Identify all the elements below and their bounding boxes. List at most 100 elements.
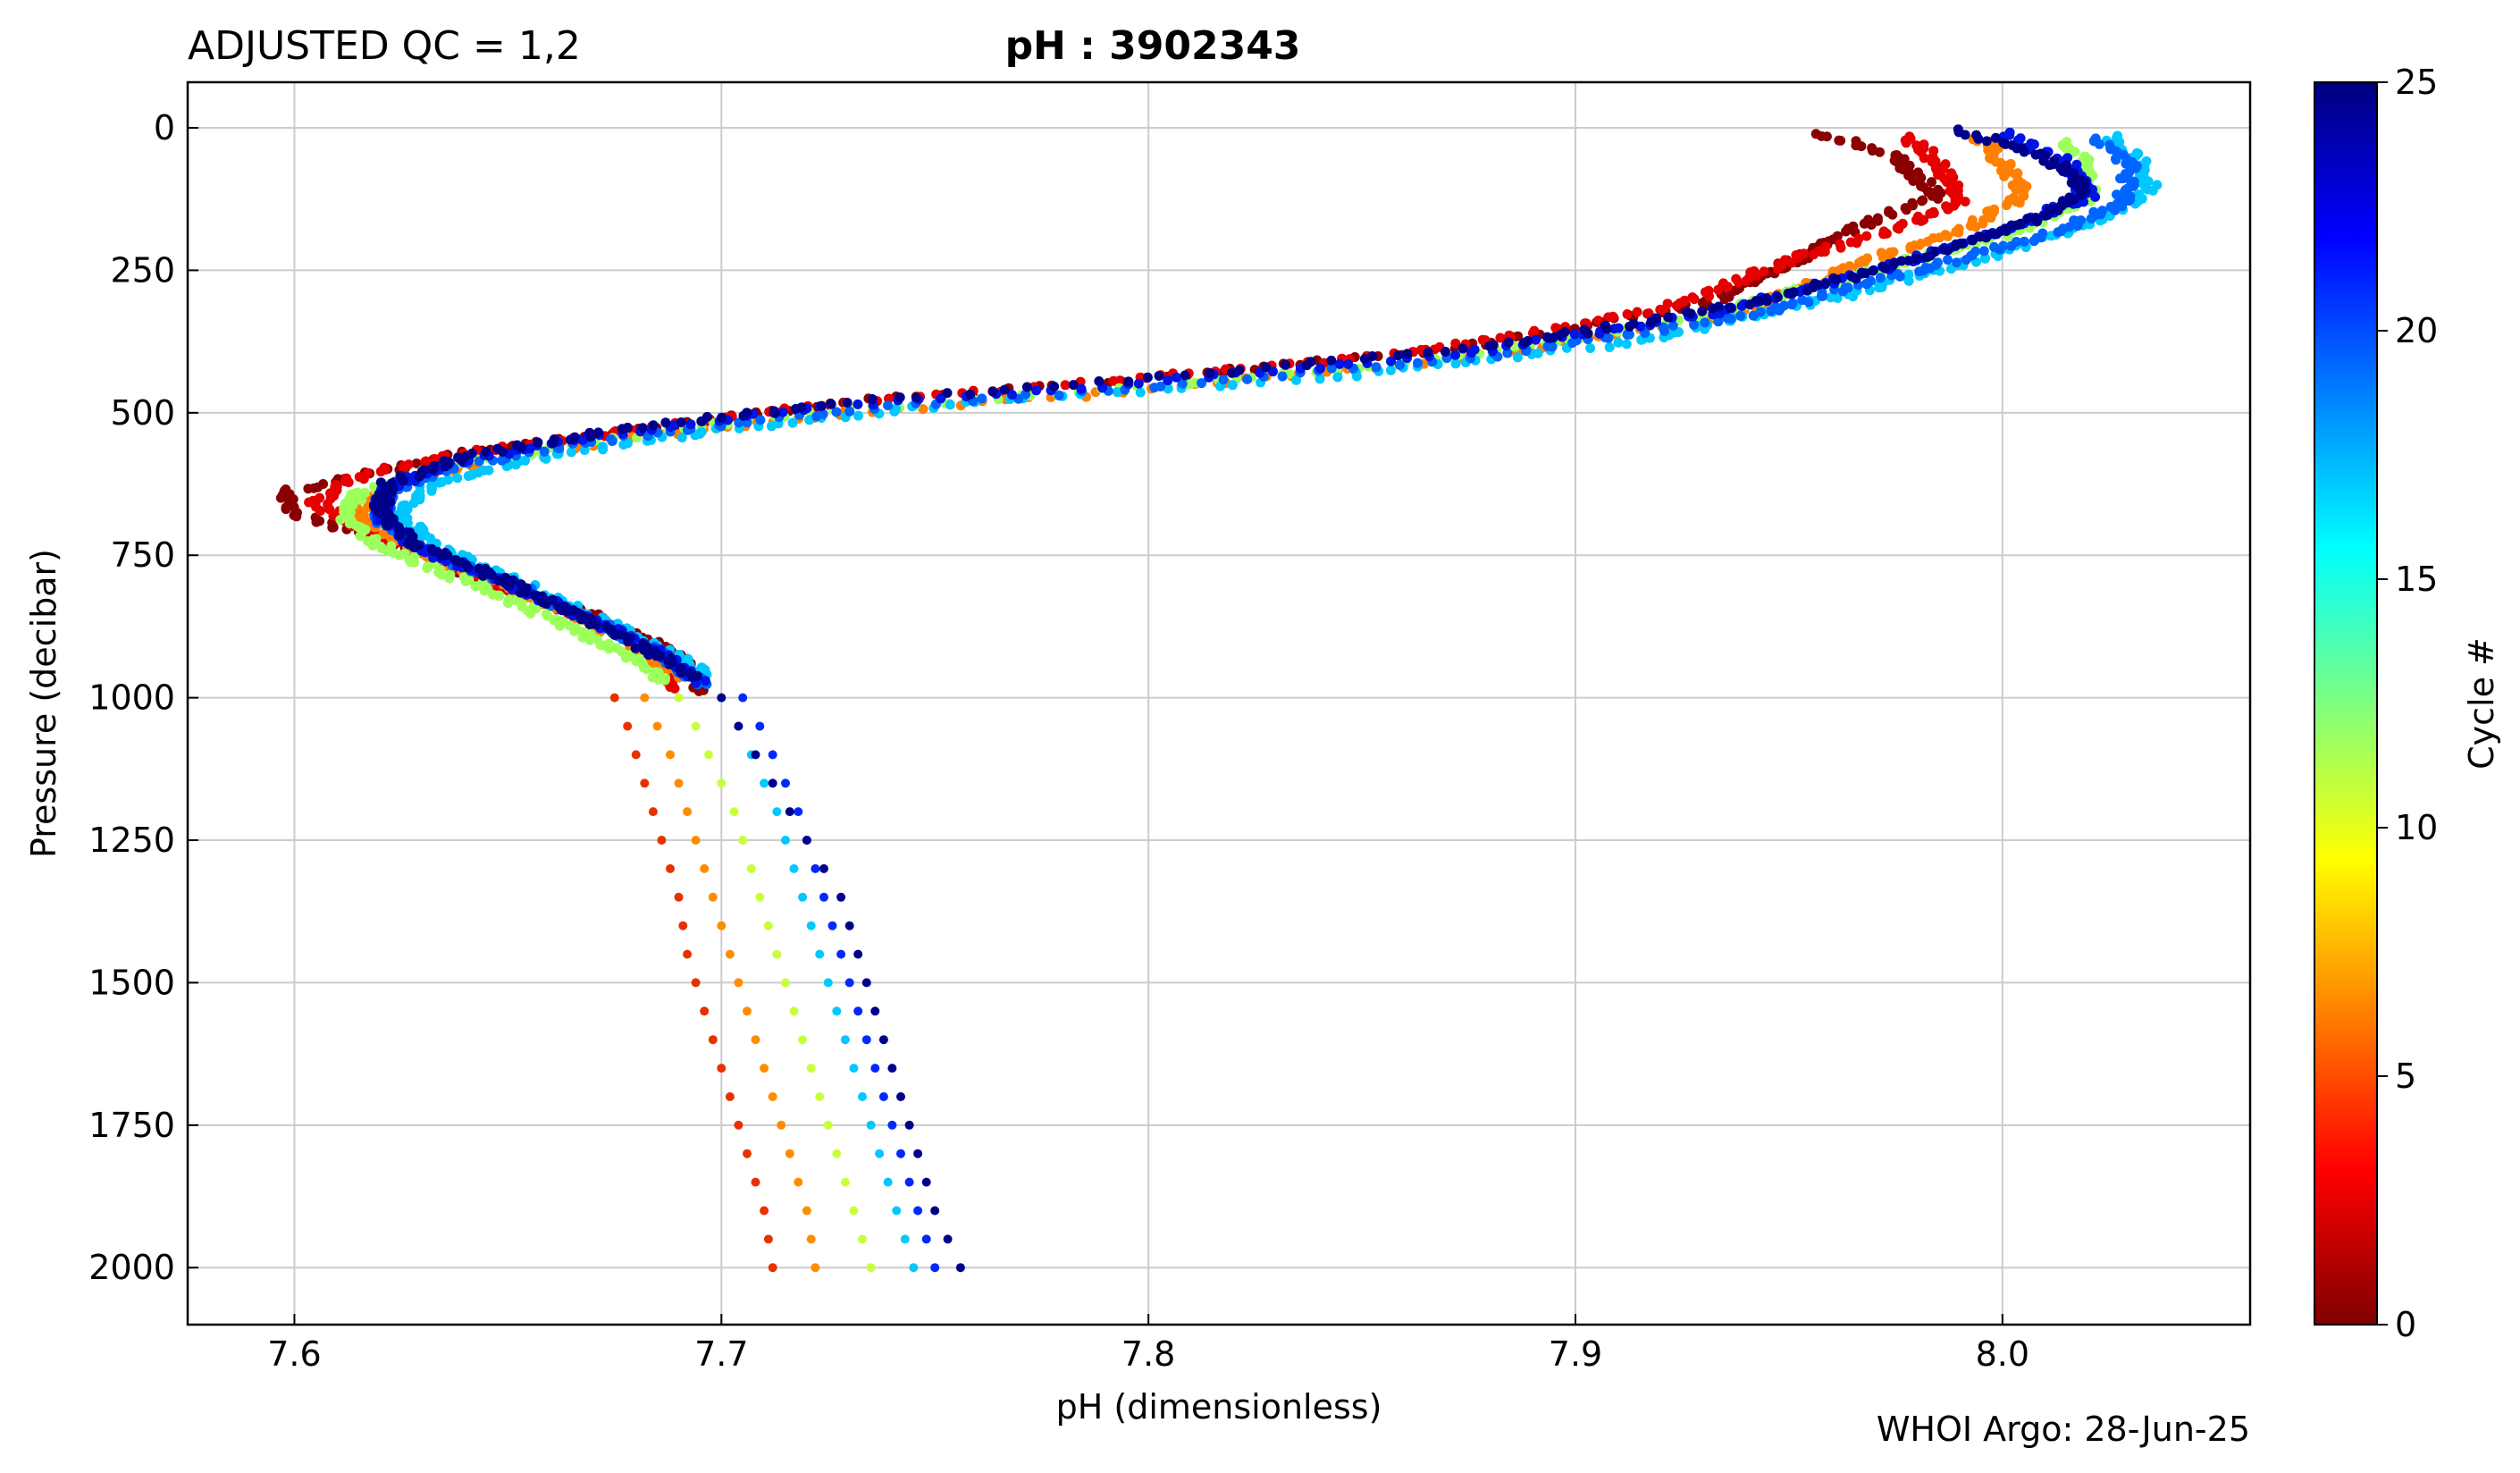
profile-point (1861, 231, 1872, 241)
profile-point (1821, 131, 1832, 142)
profile-point (637, 423, 648, 433)
deep-point (853, 1006, 863, 1016)
profile-point (1927, 177, 1936, 188)
profile-point (1901, 138, 1911, 148)
profile-point (1734, 277, 1744, 288)
deep-point (878, 1092, 888, 1101)
profile-point (275, 492, 286, 503)
deep-point (738, 693, 748, 703)
profile-point (685, 419, 696, 430)
profile-point (816, 400, 827, 411)
deep-point (789, 1006, 799, 1016)
profile-point (766, 421, 777, 432)
profile-point (436, 551, 447, 561)
profile-point (1343, 358, 1354, 369)
deep-point (827, 921, 837, 930)
x-axis-label: pH (dimensionless) (1056, 1387, 1382, 1427)
profile-point (358, 474, 369, 484)
deep-point (729, 807, 739, 817)
deep-point (691, 721, 701, 731)
profile-point (1713, 316, 1724, 327)
profile-point (618, 440, 629, 450)
deep-point (734, 978, 743, 988)
deep-point (640, 693, 650, 703)
deep-point (806, 1234, 816, 1244)
profile-point (676, 668, 686, 678)
deep-point (844, 978, 854, 988)
deep-point (887, 1120, 897, 1130)
profile-point (1531, 334, 1541, 345)
plot-area-frame (186, 80, 2252, 1326)
profile-point (1953, 227, 1964, 238)
profile-point (1744, 299, 1755, 310)
deep-point (913, 1149, 923, 1158)
profile-point (315, 506, 325, 516)
y-axis-ticks: 0 250 500 750 1000 1250 1500 1750 2000 (88, 108, 198, 1287)
profile-point (579, 445, 590, 455)
profile-point (1613, 337, 1624, 348)
profile-point (1917, 196, 1927, 206)
deep-point (861, 978, 871, 988)
profile-point (411, 459, 422, 468)
profile-point (1177, 378, 1188, 389)
deep-point (904, 1177, 914, 1187)
deep-point (806, 1064, 816, 1073)
profile-point (1741, 275, 1751, 286)
deep-point (777, 1120, 786, 1130)
deep-point (631, 750, 641, 760)
profile-point (1281, 359, 1290, 370)
profile-point (911, 392, 921, 403)
profile-point (510, 459, 521, 470)
profile-point (867, 394, 878, 404)
profile-point (2147, 185, 2158, 196)
deep-point (772, 949, 782, 959)
profile-point (2045, 160, 2054, 171)
deep-point (904, 1120, 914, 1130)
deep-point (755, 721, 765, 731)
profile-point (1722, 313, 1733, 324)
profile-point (1965, 221, 1976, 231)
profile-point (498, 446, 508, 457)
deep-point (909, 1263, 919, 1273)
profile-point (945, 400, 955, 410)
deep-point (811, 1263, 820, 1273)
profile-point (1943, 231, 1953, 241)
profile-point (1914, 240, 1925, 250)
profile-point (2053, 205, 2063, 215)
profile-point (1512, 352, 1523, 363)
deep-point (683, 949, 693, 959)
deep-point (943, 1234, 953, 1244)
profile-point (643, 650, 654, 661)
profile-point (1894, 271, 1905, 282)
profile-point (460, 576, 471, 586)
profile-point (1713, 284, 1724, 295)
profile-point (1875, 147, 1885, 157)
deep-point (853, 949, 863, 959)
deep-point (844, 921, 854, 930)
profile-point (883, 400, 893, 411)
x-tick-label: 7.6 (267, 1334, 321, 1374)
x-tick-label: 7.9 (1549, 1334, 1602, 1374)
profile-point (463, 471, 474, 481)
deep-point (704, 750, 713, 760)
profile-point (577, 434, 588, 445)
profile-point (1689, 294, 1700, 305)
profile-point (1218, 375, 1229, 385)
deep-point (785, 807, 794, 817)
colorbar-label: Cycle # (2462, 637, 2501, 770)
profile-point (1519, 337, 1530, 348)
deep-point (921, 1234, 931, 1244)
profile-point (1227, 367, 1237, 378)
profile-point (357, 494, 367, 505)
profile-point (1367, 351, 1378, 361)
profile-point (1786, 257, 1797, 268)
profile-point (664, 659, 675, 669)
deep-point (781, 836, 790, 845)
profile-point (918, 404, 928, 415)
profile-point (1643, 308, 1654, 318)
deep-point (768, 1092, 777, 1101)
profile-point (1402, 349, 1413, 359)
chart-title: pH : 3902343 (1005, 23, 1301, 69)
profile-point (1622, 309, 1633, 319)
